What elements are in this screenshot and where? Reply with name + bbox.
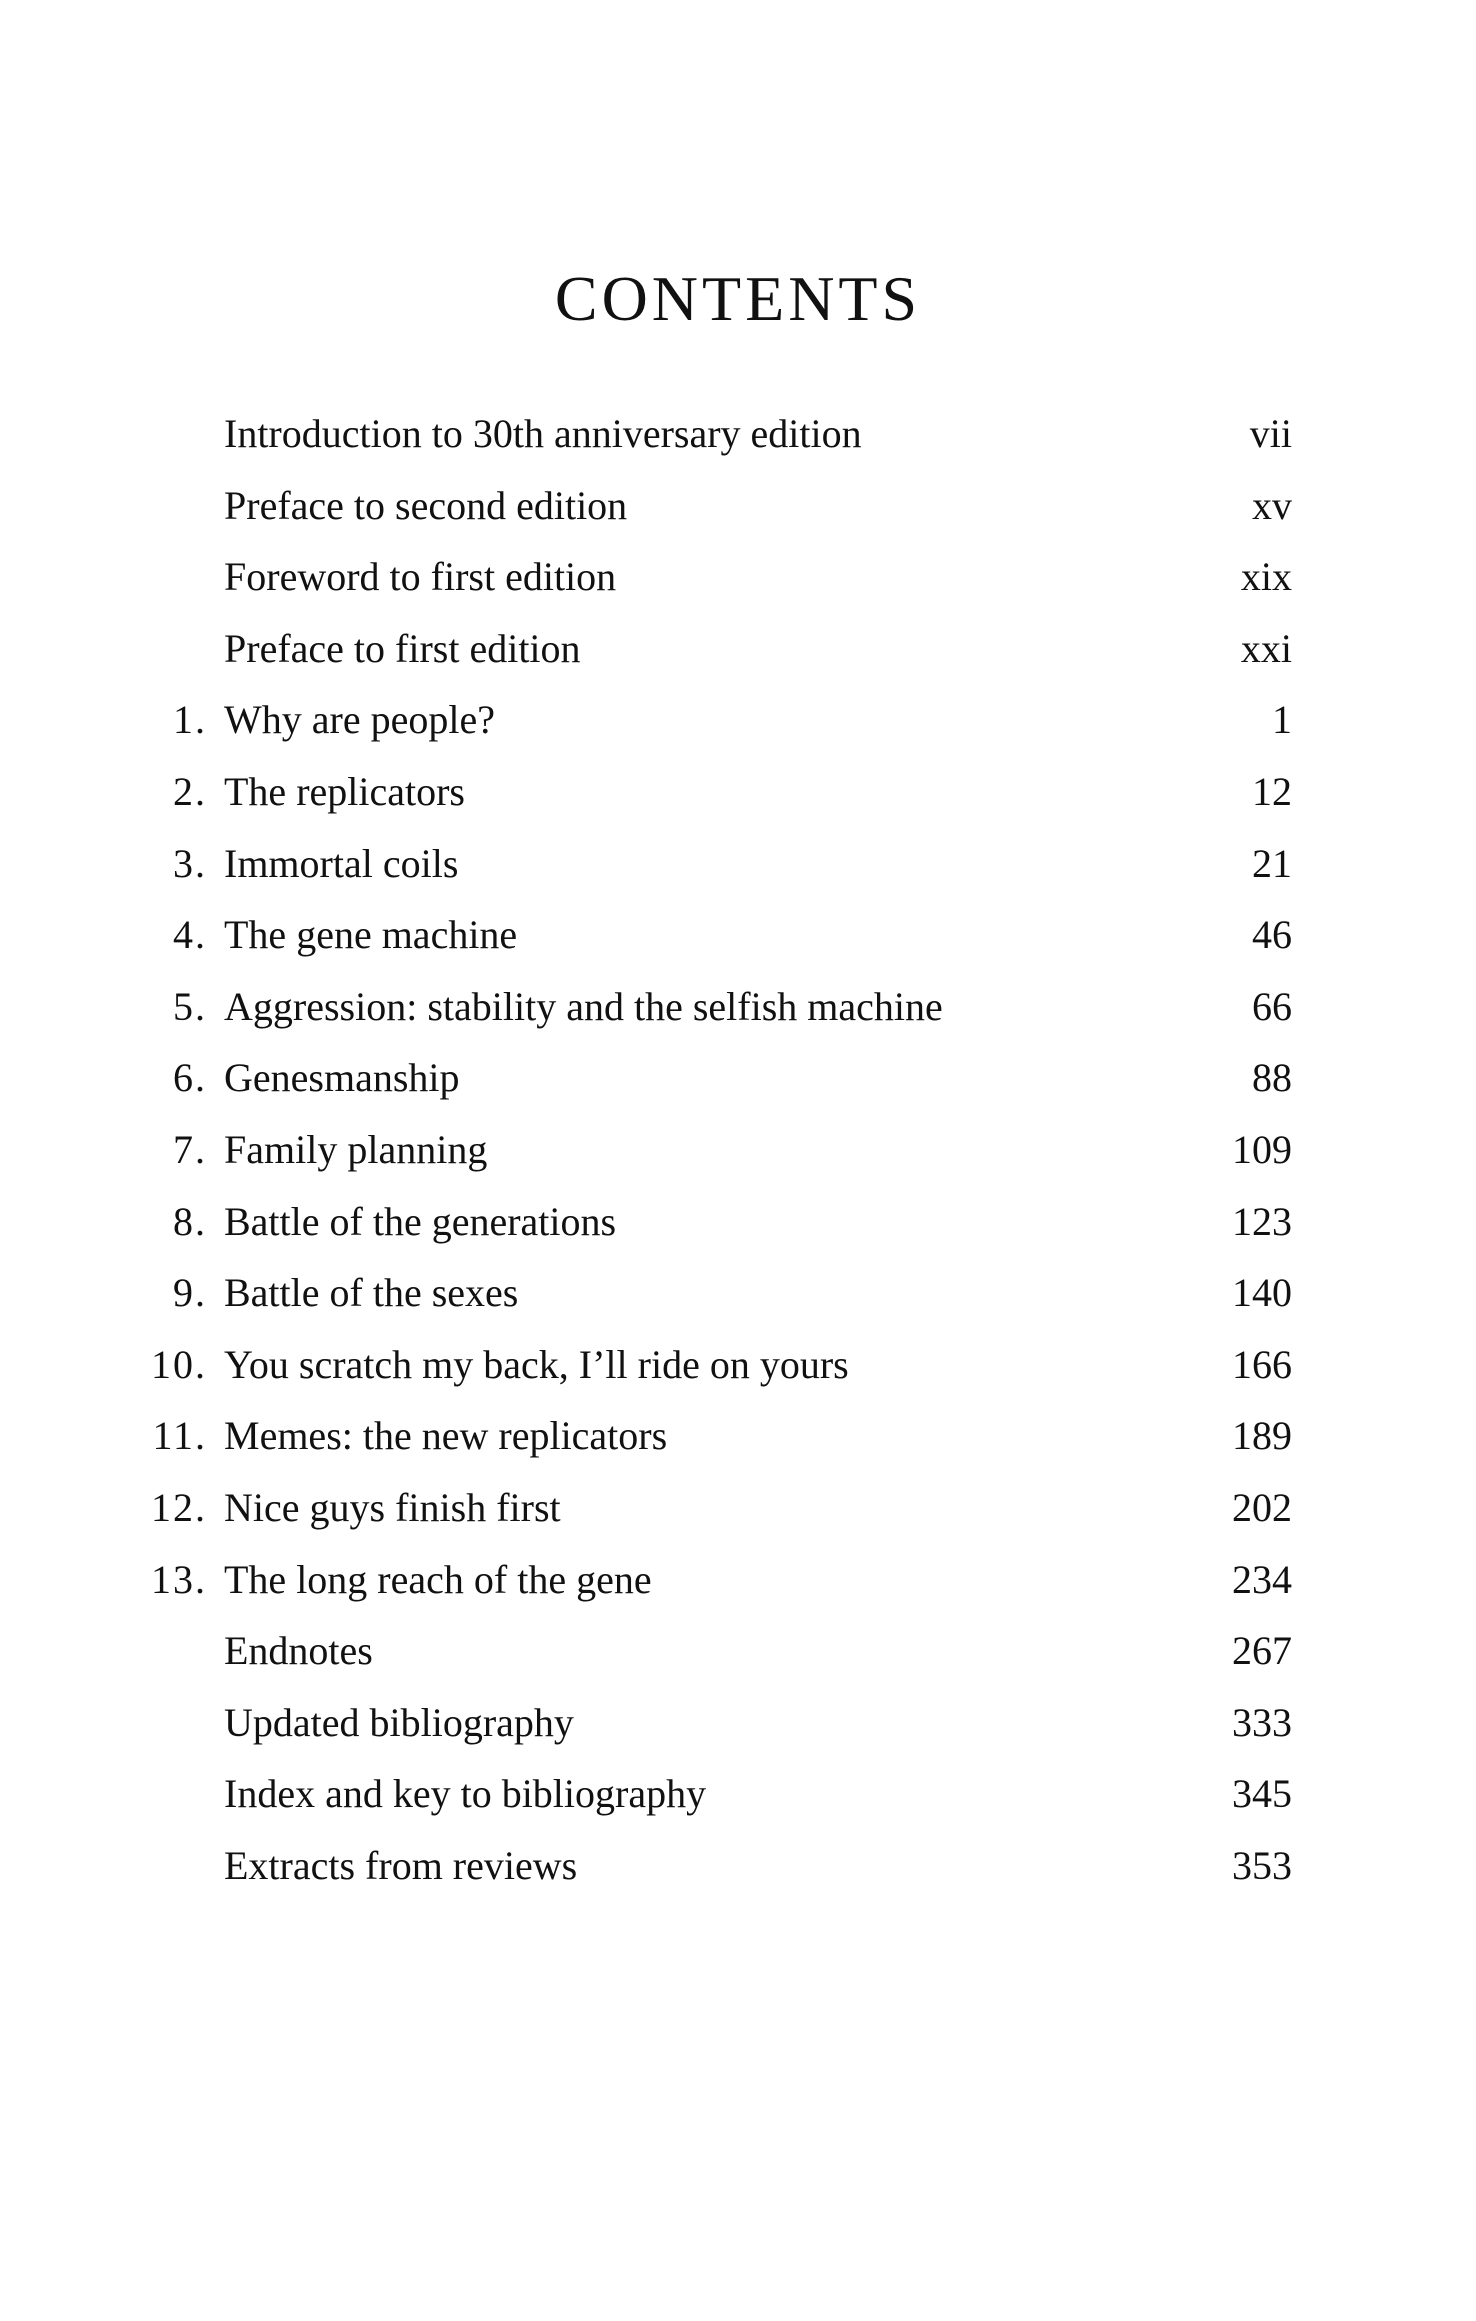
toc-entry[interactable]: 8. Battle of the generations 123 [0, 1186, 1476, 1258]
entry-number: 13. [151, 1556, 207, 1602]
entry-page-number: vii [1249, 411, 1292, 456]
toc-entry[interactable]: 2. The replicators 12 [0, 756, 1476, 828]
toc-entry[interactable]: 4. The gene machine 46 [0, 899, 1476, 971]
entry-title: The gene machine [224, 912, 518, 958]
entry-number: 8. [173, 1198, 207, 1244]
toc-entry[interactable]: 10. You scratch my back, I’ll ride on you… [0, 1329, 1476, 1401]
entry-page-number: 189 [1232, 1413, 1292, 1459]
entry-title: Battle of the generations [224, 1198, 617, 1244]
toc-entry[interactable]: 9. Battle of the sexes 140 [0, 1257, 1476, 1329]
entry-title: Family planning [224, 1126, 488, 1172]
entry-title: Why are people? [224, 697, 495, 743]
entry-page-number: 140 [1232, 1270, 1292, 1316]
entry-title: Preface to first edition [224, 625, 581, 671]
entry-title: The replicators [224, 768, 465, 814]
entry-page-number: 12 [1252, 768, 1292, 814]
toc-entry[interactable]: Index and key to bibliography 345 [0, 1758, 1476, 1830]
entry-page-number: 267 [1232, 1628, 1292, 1674]
entry-title: Extracts from reviews [224, 1842, 578, 1888]
toc-entry[interactable]: Preface to first edition xxi [0, 613, 1476, 685]
table-of-contents: Introduction to 30th anniversary edition… [0, 398, 1476, 1901]
entry-page-number: 166 [1232, 1341, 1292, 1387]
toc-entry[interactable]: 1. Why are people? 1 [0, 684, 1476, 756]
toc-entry[interactable]: Updated bibliography 333 [0, 1687, 1476, 1759]
toc-entry[interactable]: Extracts from reviews 353 [0, 1830, 1476, 1902]
entry-number: 3. [173, 840, 207, 886]
toc-entry[interactable]: 6. Genesmanship 88 [0, 1042, 1476, 1114]
entry-number: 6. [173, 1055, 207, 1101]
entry-page-number: 345 [1232, 1771, 1292, 1817]
toc-entry[interactable]: Endnotes 267 [0, 1615, 1476, 1687]
entry-page-number: 1 [1272, 697, 1292, 743]
entry-number: 10. [151, 1341, 207, 1387]
entry-page-number: 202 [1232, 1484, 1292, 1530]
entry-page-number: 123 [1232, 1198, 1292, 1244]
entry-page-number: 109 [1232, 1126, 1292, 1172]
toc-entry[interactable]: 11. Memes: the new replicators 189 [0, 1400, 1476, 1472]
entry-title: Updated bibliography [224, 1699, 574, 1745]
toc-entry[interactable]: Preface to second edition xv [0, 470, 1476, 542]
entry-page-number: xxi [1240, 625, 1292, 671]
entry-page-number: 333 [1232, 1699, 1292, 1745]
entry-title: Introduction to 30th anniversary edition [224, 411, 862, 456]
entry-number: 12. [151, 1484, 207, 1530]
toc-entry[interactable]: Foreword to first edition xix [0, 541, 1476, 613]
toc-entry[interactable]: 7. Family planning 109 [0, 1114, 1476, 1186]
entry-title: Nice guys finish first [224, 1484, 561, 1530]
entry-title: You scratch my back, I’ll ride on yours [224, 1341, 849, 1387]
entry-page-number: 234 [1232, 1556, 1292, 1602]
entry-page-number: 353 [1232, 1842, 1292, 1888]
entry-page-number: 21 [1252, 840, 1292, 886]
entry-number: 1. [173, 697, 207, 743]
entry-page-number: 88 [1252, 1055, 1292, 1101]
toc-entry[interactable]: 13. The long reach of the gene 234 [0, 1544, 1476, 1616]
toc-entry[interactable]: 5. Aggression: stability and the selfish … [0, 971, 1476, 1043]
entry-number: 2. [173, 768, 207, 814]
entry-page-number: xv [1252, 482, 1292, 528]
toc-entry[interactable]: Introduction to 30th anniversary edition… [0, 398, 1476, 470]
entry-number: 9. [173, 1270, 207, 1316]
entry-title: Aggression: stability and the selfish ma… [224, 983, 943, 1029]
entry-title: Index and key to bibliography [224, 1771, 707, 1817]
page-title: CONTENTS [554, 263, 922, 334]
entry-number: 11. [152, 1413, 207, 1459]
entry-title: Endnotes [224, 1628, 373, 1674]
entry-page-number: 66 [1252, 983, 1292, 1029]
entry-title: Foreword to first edition [224, 554, 617, 600]
entry-title: Genesmanship [224, 1055, 460, 1101]
entry-title: Immortal coils [224, 840, 459, 886]
entry-page-number: 46 [1252, 912, 1292, 958]
entry-page-number: xix [1240, 554, 1292, 600]
entry-title: The long reach of the gene [224, 1556, 652, 1602]
entry-title: Battle of the sexes [224, 1270, 519, 1316]
entry-number: 5. [173, 983, 207, 1029]
toc-entry[interactable]: 12. Nice guys finish first 202 [0, 1472, 1476, 1544]
toc-entry[interactable]: 3. Immortal coils 21 [0, 828, 1476, 900]
entry-title: Preface to second edition [224, 482, 628, 528]
entry-title: Memes: the new replicators [224, 1413, 668, 1459]
entry-number: 7. [173, 1126, 207, 1172]
entry-number: 4. [173, 912, 207, 958]
